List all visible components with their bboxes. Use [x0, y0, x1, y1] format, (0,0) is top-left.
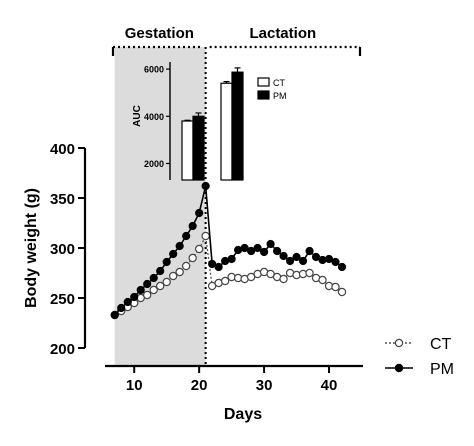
main-axes: 200 250 300 350 400 10 20 30 40: [50, 141, 363, 394]
data-point-pm: [259, 247, 269, 257]
data-point-ct: [155, 281, 165, 291]
data-point-pm: [149, 273, 158, 283]
gestation-shaded-region: [114, 47, 206, 365]
data-point-ct: [143, 290, 152, 300]
data-point-pm: [227, 254, 236, 264]
data-point-ct: [175, 267, 184, 277]
x-tick-label: 10: [126, 377, 143, 394]
data-point-pm: [331, 257, 340, 267]
data-point-ct: [279, 274, 288, 284]
data-point-pm: [169, 249, 178, 259]
data-point-pm: [136, 285, 145, 295]
data-point-pm: [298, 256, 308, 266]
data-point-pm: [175, 241, 184, 251]
series-pm: [110, 181, 347, 320]
data-point-ct: [168, 271, 178, 281]
data-point-pm: [156, 266, 165, 276]
inset-bar-ct: [220, 82, 233, 181]
data-point-pm: [195, 208, 204, 218]
y-tick-label: 400: [50, 141, 75, 158]
data-point-pm: [305, 246, 314, 256]
data-point-pm: [240, 243, 249, 253]
data-point-ct: [220, 276, 230, 286]
data-point-pm: [247, 246, 256, 256]
inset-legend-label: CT: [273, 78, 285, 88]
legend: CT PM: [385, 336, 454, 378]
x-axis-label: Days: [224, 406, 262, 423]
inset-y-tick-label: 4000: [144, 112, 164, 122]
data-point-ct: [194, 244, 204, 254]
data-point-pm: [162, 257, 171, 267]
legend-marker-ct: [394, 338, 404, 348]
data-point-ct: [331, 282, 340, 292]
inset-bar-pm: [231, 71, 244, 181]
inset-y-tick-label: 6000: [144, 65, 164, 75]
data-point-pm: [311, 252, 321, 262]
data-point-ct: [181, 261, 191, 271]
data-point-pm: [117, 303, 126, 313]
data-point-pm: [285, 256, 295, 266]
data-point-pm: [182, 231, 191, 241]
series-ct: [110, 231, 347, 320]
gestation-label: Gestation: [125, 25, 194, 42]
data-point-pm: [337, 262, 347, 272]
legend-label-pm: PM: [430, 361, 454, 378]
data-point-pm: [253, 243, 262, 253]
data-point-pm: [188, 221, 197, 231]
y-tick-label: 250: [50, 291, 75, 308]
x-tick-label: 40: [321, 377, 338, 394]
inset-legend-swatch-ct: [257, 77, 270, 87]
y-tick-label: 200: [50, 341, 75, 358]
period-brackets: [111, 45, 362, 365]
data-point-pm: [110, 310, 119, 320]
inset-bar-pm: [192, 115, 205, 181]
data-point-ct: [318, 275, 327, 285]
data-point-ct: [305, 268, 314, 278]
data-point-ct: [149, 285, 158, 295]
data-point-pm: [123, 297, 132, 307]
data-point-ct: [188, 253, 197, 263]
data-point-ct: [201, 231, 210, 241]
data-point-pm: [324, 254, 334, 264]
inset-y-axis-label: AUC: [132, 105, 143, 127]
y-tick-label: 300: [50, 241, 75, 258]
inset-y-tick-label: 2000: [144, 159, 164, 169]
x-tick-label: 30: [256, 377, 273, 394]
data-point-pm: [208, 259, 217, 269]
y-tick-label: 350: [50, 191, 75, 208]
auc-inset-chart: 2000 4000 6000 CT PM: [144, 62, 287, 181]
data-point-ct: [337, 287, 347, 297]
y-axis-label: Body weight (g): [23, 188, 40, 308]
data-point-pm: [272, 246, 282, 256]
inset-legend-label: PM: [273, 91, 287, 101]
data-point-ct: [162, 277, 171, 287]
data-point-pm: [266, 239, 275, 249]
legend-marker-pm: [394, 363, 404, 373]
x-tick-label: 20: [191, 377, 208, 394]
lactation-label: Lactation: [249, 25, 316, 42]
inset-bar-ct: [181, 120, 194, 181]
data-point-pm: [130, 292, 139, 302]
data-point-pm: [292, 252, 301, 262]
line-series: [110, 181, 347, 320]
data-point-pm: [214, 262, 223, 272]
data-point-pm: [143, 279, 152, 289]
legend-label-ct: CT: [430, 336, 452, 353]
data-point-pm: [279, 251, 288, 261]
inset-legend-swatch-pm: [257, 90, 270, 100]
data-point-pm: [201, 181, 210, 191]
